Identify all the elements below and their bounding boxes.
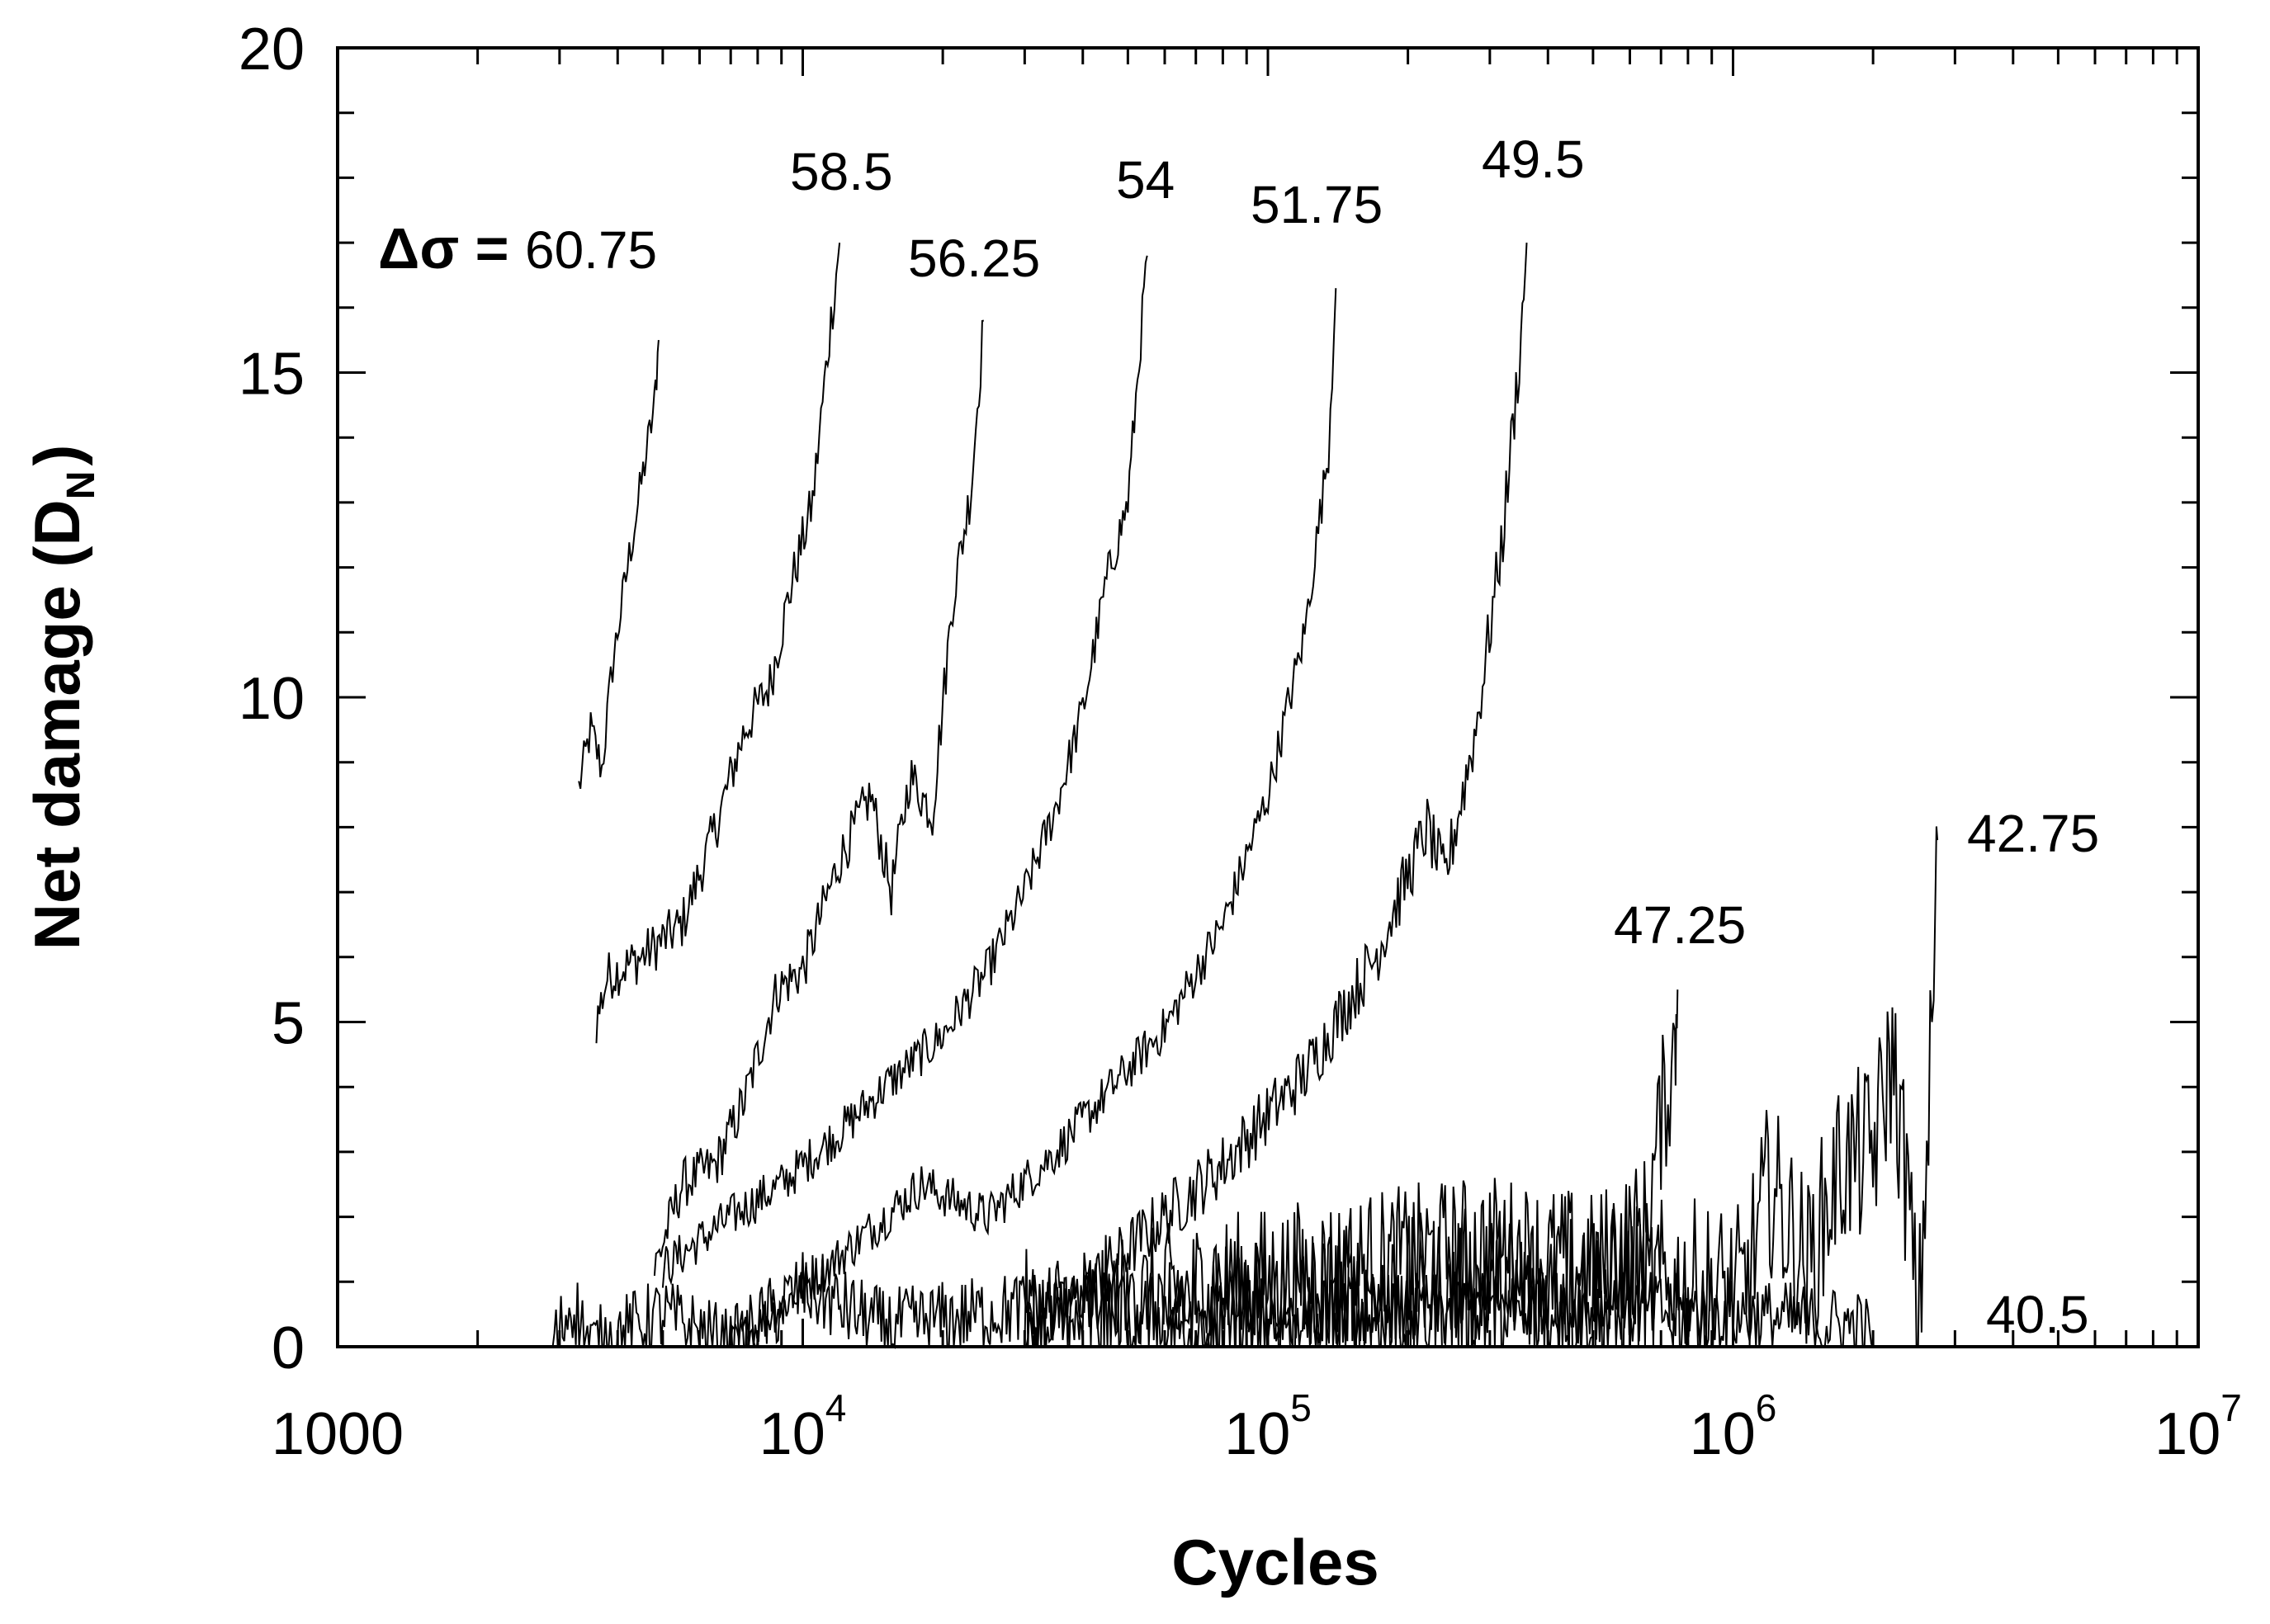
x-tick-label: 1000 <box>272 1401 404 1467</box>
x-tick-label: 105 <box>1224 1386 1312 1467</box>
series-label-47-25: 47.25 <box>1614 895 1746 955</box>
x-tick-label: 107 <box>2154 1386 2242 1467</box>
y-tick-label: 5 <box>272 991 305 1057</box>
series-line-60-75 <box>578 340 660 790</box>
series-label-51-75: 51.75 <box>1251 175 1383 234</box>
y-axis-title-main: Net damage (D <box>21 499 93 950</box>
axis-ticks: 0 5 10 15 20 1000 104 105 106 107 <box>239 17 2242 1467</box>
y-axis-title-subscript: N <box>59 471 103 500</box>
x-tick-label: 104 <box>759 1386 847 1467</box>
x-tick-label: 106 <box>1690 1386 1777 1467</box>
y-tick-label: 20 <box>239 17 305 83</box>
series-label-58-5: 58.5 <box>790 142 893 201</box>
delta-sigma-label: Δσ = 60.75 <box>378 216 657 281</box>
svg-text:Net damage (DN): Net damage (DN) <box>21 445 103 951</box>
x-axis-title: Cycles <box>1171 1526 1379 1598</box>
series-line-56-25 <box>653 319 985 1277</box>
y-axis-title-close: ) <box>21 445 93 466</box>
y-axis-title: Net damage (DN) <box>21 445 103 951</box>
series-line-54 <box>661 255 1148 1288</box>
series-label-56-25: 56.25 <box>908 229 1040 288</box>
y-tick-label: 0 <box>272 1315 305 1381</box>
series-label-49-5: 49.5 <box>1482 130 1585 189</box>
series-annotations: Δσ = 60.75 58.5 56.25 54 51.75 49.5 47.25 42.75… <box>378 130 2099 1344</box>
series-line-51-75 <box>730 288 1337 1348</box>
series-line-40-5 <box>551 1252 1874 1350</box>
y-tick-label: 10 <box>239 666 305 732</box>
series-line-42-75 <box>1165 826 1939 1349</box>
series-line-58-5 <box>595 243 841 1044</box>
y-tick-label: 15 <box>239 342 305 408</box>
series-label-40-5: 40.5 <box>1986 1285 2089 1344</box>
series-label-42-75: 42.75 <box>1967 804 2099 863</box>
series-label-54: 54 <box>1116 150 1175 210</box>
series-line-49-5 <box>1024 243 1528 1348</box>
series-lines <box>551 243 1939 1350</box>
